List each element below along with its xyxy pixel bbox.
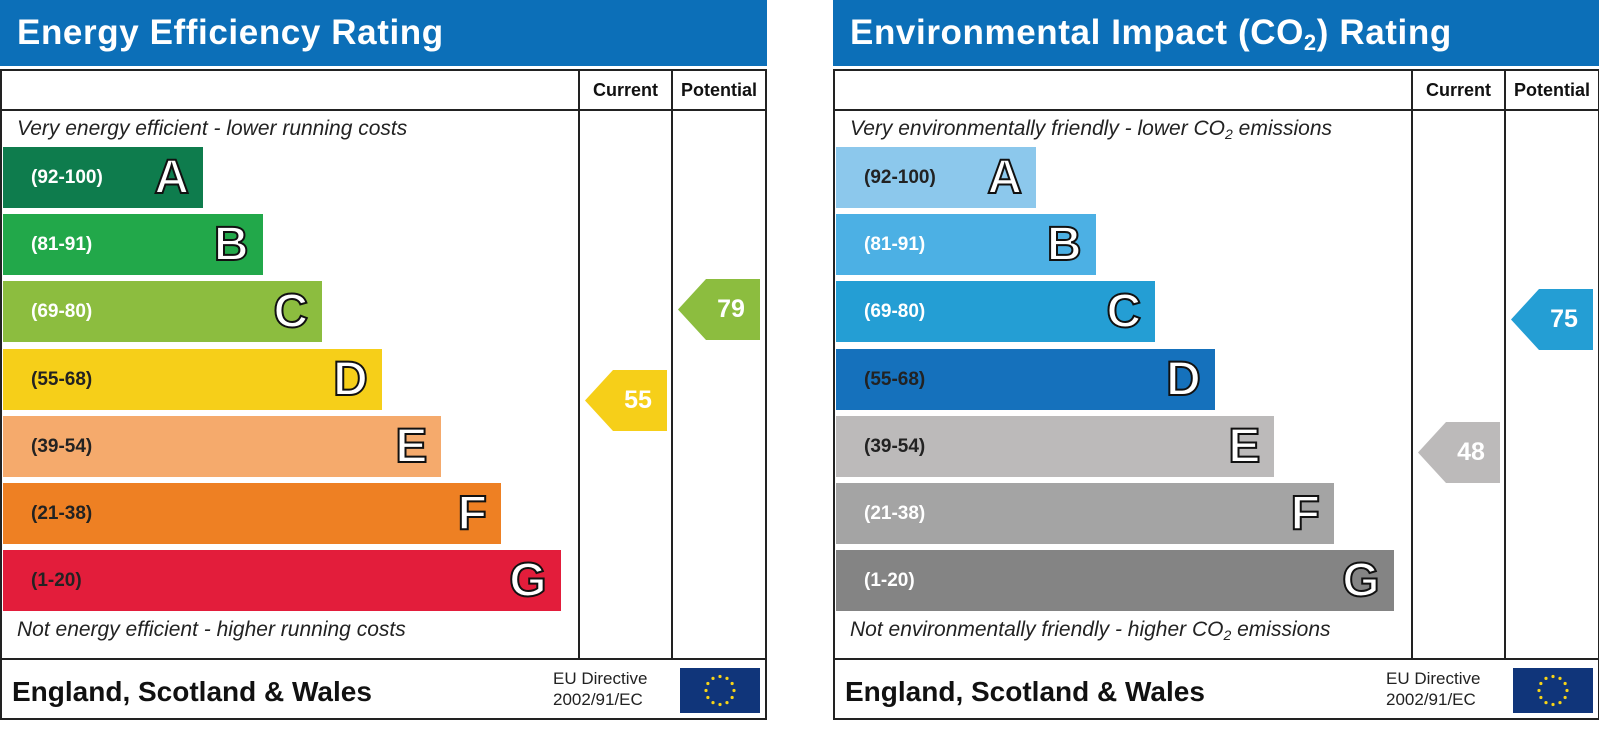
band-letter: C xyxy=(273,284,310,339)
band-bar-f: (21-38) F xyxy=(3,483,501,544)
current-rating-arrow: 55 xyxy=(585,370,667,432)
top-note: Very energy efficient - lower running co… xyxy=(17,117,408,140)
band-bar-g: (1-20) G xyxy=(3,550,561,612)
potential-column-header: Potential xyxy=(680,80,757,100)
directive-line-2: 2002/91/EC xyxy=(553,690,643,709)
band-range-label: (69-80) xyxy=(31,301,93,323)
band-letter: A xyxy=(986,150,1023,205)
band-bar-a: (92-100) A xyxy=(3,147,203,208)
region-label: England, Scotland & Wales xyxy=(845,676,1205,707)
band-letter: D xyxy=(332,352,369,407)
directive-line-1: EU Directive xyxy=(1386,669,1481,688)
band-bar-b: (81-91) B xyxy=(836,214,1096,276)
band-letter: G xyxy=(508,553,547,608)
band-letter: E xyxy=(1227,419,1261,474)
current-rating-value: 48 xyxy=(1457,437,1485,466)
region-label: England, Scotland & Wales xyxy=(12,676,372,707)
band-bar-a: (92-100) A xyxy=(836,147,1036,208)
band-range-label: (55-68) xyxy=(31,368,93,390)
panel-title: Energy Efficiency Rating xyxy=(0,0,767,66)
potential-rating-arrow: 79 xyxy=(678,279,760,341)
band-range-label: (39-54) xyxy=(864,435,926,457)
potential-rating-value: 79 xyxy=(717,295,745,324)
current-rating-arrow: 48 xyxy=(1418,421,1500,483)
band-range-label: (92-100) xyxy=(864,167,936,188)
band-range-label: (69-80) xyxy=(864,301,926,323)
band-bar-f: (21-38) F xyxy=(836,483,1334,544)
band-letter: F xyxy=(457,486,488,541)
band-bar-e: (39-54) E xyxy=(3,415,442,477)
band-range-label: (1-20) xyxy=(31,570,82,592)
band-letter: B xyxy=(1046,217,1083,272)
band-bar-e: (39-54) E xyxy=(836,415,1275,477)
band-bar-c: (69-80) C xyxy=(3,281,323,343)
current-rating-value: 55 xyxy=(624,386,652,415)
band-letter: D xyxy=(1165,352,1202,407)
band-range-label: (21-38) xyxy=(864,503,926,524)
eu-directive: EU Directive 2002/91/EC xyxy=(1386,668,1480,710)
potential-column-header: Potential xyxy=(1513,80,1590,100)
band-bar-g: (1-20) G xyxy=(836,550,1394,612)
band-range-label: (81-91) xyxy=(864,234,926,256)
band-range-label: (81-91) xyxy=(31,234,93,256)
eu-flag-icon xyxy=(1513,668,1593,713)
band-bar-d: (55-68) D xyxy=(3,348,382,410)
band-letter: F xyxy=(1290,486,1321,541)
directive-line-2: 2002/91/EC xyxy=(1386,690,1476,709)
band-bar-c: (69-80) C xyxy=(836,281,1156,343)
eu-flag-icon xyxy=(680,668,760,713)
potential-rating-value: 75 xyxy=(1550,304,1578,333)
bottom-note: Not environmentally friendly - higher CO… xyxy=(850,618,1331,643)
band-range-label: (39-54) xyxy=(31,435,93,457)
bottom-note: Not energy efficient - higher running co… xyxy=(17,618,406,641)
directive-line-1: EU Directive xyxy=(553,669,648,688)
energy-efficiency-panel: Energy Efficiency Rating Current Potenti… xyxy=(0,0,767,720)
environmental-impact-panel: Environmental Impact (CO2) Rating Curren… xyxy=(833,0,1599,720)
band-letter: G xyxy=(1341,553,1380,608)
current-column-header: Current xyxy=(592,80,658,100)
band-bar-b: (81-91) B xyxy=(3,214,263,276)
eu-directive: EU Directive 2002/91/EC xyxy=(553,668,647,710)
panel-title: Environmental Impact (CO2) Rating xyxy=(833,0,1599,66)
band-letter: E xyxy=(394,419,428,474)
band-range-label: (92-100) xyxy=(31,167,103,188)
current-column-header: Current xyxy=(1425,80,1491,100)
rating-table: Current Potential Very environmentally f… xyxy=(833,69,1599,720)
band-letter: C xyxy=(1106,284,1143,339)
band-range-label: (21-38) xyxy=(31,503,93,524)
rating-table: Current Potential Very energy efficient … xyxy=(0,69,767,720)
band-range-label: (1-20) xyxy=(864,570,915,592)
band-bar-d: (55-68) D xyxy=(836,348,1215,410)
band-letter: A xyxy=(153,150,190,205)
band-range-label: (55-68) xyxy=(864,368,926,390)
top-note: Very environmentally friendly - lower CO… xyxy=(850,117,1333,142)
band-letter: B xyxy=(213,217,250,272)
potential-rating-arrow: 75 xyxy=(1511,288,1593,350)
